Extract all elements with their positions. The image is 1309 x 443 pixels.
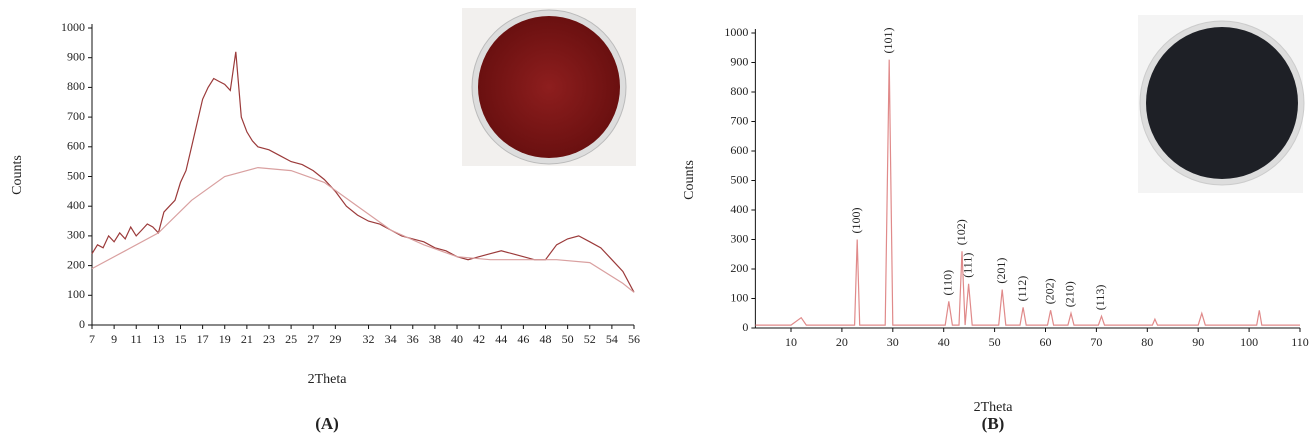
x-tick-label: 60 <box>1040 335 1052 349</box>
x-tick-label: 50 <box>989 335 1001 349</box>
x-tick-label: 9 <box>111 332 117 346</box>
x-tick-label: 80 <box>1141 335 1153 349</box>
caption: (A) <box>315 414 339 433</box>
y-axis-label: Counts <box>10 155 25 195</box>
x-tick-label: 50 <box>562 332 574 346</box>
x-tick-label: 10 <box>785 335 797 349</box>
x-tick-label: 38 <box>429 332 441 346</box>
x-tick-label: 11 <box>130 332 142 346</box>
black-powder <box>1146 27 1298 179</box>
x-tick-label: 44 <box>495 332 507 346</box>
caption: (B) <box>982 414 1005 433</box>
peak-label: (202) <box>1042 278 1056 304</box>
y-tick-label: 300 <box>67 228 85 242</box>
y-tick-label: 700 <box>730 113 748 127</box>
x-tick-label: 36 <box>407 332 419 346</box>
peak-label: (100) <box>849 208 863 234</box>
y-tick-label: 800 <box>67 79 85 93</box>
y-tick-label: 900 <box>730 54 748 68</box>
y-tick-label: 100 <box>730 290 748 304</box>
x-tick-label: 40 <box>938 335 950 349</box>
y-tick-label: 500 <box>67 168 85 182</box>
peak-label: (101) <box>881 28 895 54</box>
peak-label: (102) <box>954 219 968 245</box>
x-tick-label: 40 <box>451 332 463 346</box>
x-tick-label: 25 <box>285 332 297 346</box>
x-tick-label: 19 <box>219 332 231 346</box>
x-axis-label: 2Theta <box>308 372 348 387</box>
x-tick-label: 15 <box>174 332 186 346</box>
peak-label: (201) <box>994 258 1008 284</box>
y-tick-label: 0 <box>79 317 85 331</box>
y-tick-label: 400 <box>730 202 748 216</box>
x-tick-label: 46 <box>517 332 529 346</box>
peak-label: (111) <box>960 253 974 278</box>
y-tick-label: 900 <box>67 49 85 63</box>
y-tick-label: 100 <box>67 287 85 301</box>
y-tick-label: 1000 <box>61 20 85 34</box>
x-tick-label: 30 <box>887 335 899 349</box>
x-tick-label: 23 <box>263 332 275 346</box>
y-axis-label: Counts <box>682 160 697 200</box>
x-tick-label: 17 <box>197 332 209 346</box>
x-tick-label: 7 <box>89 332 95 346</box>
red-powder <box>478 16 620 158</box>
x-tick-label: 48 <box>540 332 552 346</box>
peak-label: (110) <box>941 270 955 296</box>
x-tick-label: 27 <box>307 332 319 346</box>
data-line <box>91 166 635 293</box>
data-line <box>91 51 635 293</box>
x-tick-label: 54 <box>606 332 618 346</box>
peak-label: (210) <box>1063 281 1077 307</box>
y-tick-label: 200 <box>730 261 748 275</box>
x-tick-label: 20 <box>836 335 848 349</box>
y-tick-label: 1000 <box>724 25 748 39</box>
x-tick-label: 29 <box>329 332 341 346</box>
peak-label: (113) <box>1093 285 1107 311</box>
y-tick-label: 700 <box>67 109 85 123</box>
x-tick-label: 100 <box>1240 335 1258 349</box>
peak-label: (112) <box>1015 276 1029 302</box>
x-tick-label: 70 <box>1090 335 1102 349</box>
y-tick-label: 300 <box>730 231 748 245</box>
x-tick-label: 42 <box>473 332 485 346</box>
x-tick-label: 56 <box>628 332 640 346</box>
x-axis-label: 2Theta <box>974 400 1014 415</box>
x-tick-label: 34 <box>385 332 397 346</box>
y-tick-label: 200 <box>67 257 85 271</box>
x-tick-label: 13 <box>152 332 164 346</box>
x-tick-label: 32 <box>363 332 375 346</box>
y-tick-label: 500 <box>730 172 748 186</box>
y-tick-label: 400 <box>67 198 85 212</box>
x-tick-label: 90 <box>1192 335 1204 349</box>
y-tick-label: 0 <box>742 320 748 334</box>
x-tick-label: 110 <box>1291 335 1309 349</box>
x-tick-label: 21 <box>241 332 253 346</box>
x-tick-label: 52 <box>584 332 596 346</box>
data-line <box>755 59 1300 326</box>
y-tick-label: 600 <box>67 139 85 153</box>
y-tick-label: 800 <box>730 84 748 98</box>
y-tick-label: 600 <box>730 143 748 157</box>
